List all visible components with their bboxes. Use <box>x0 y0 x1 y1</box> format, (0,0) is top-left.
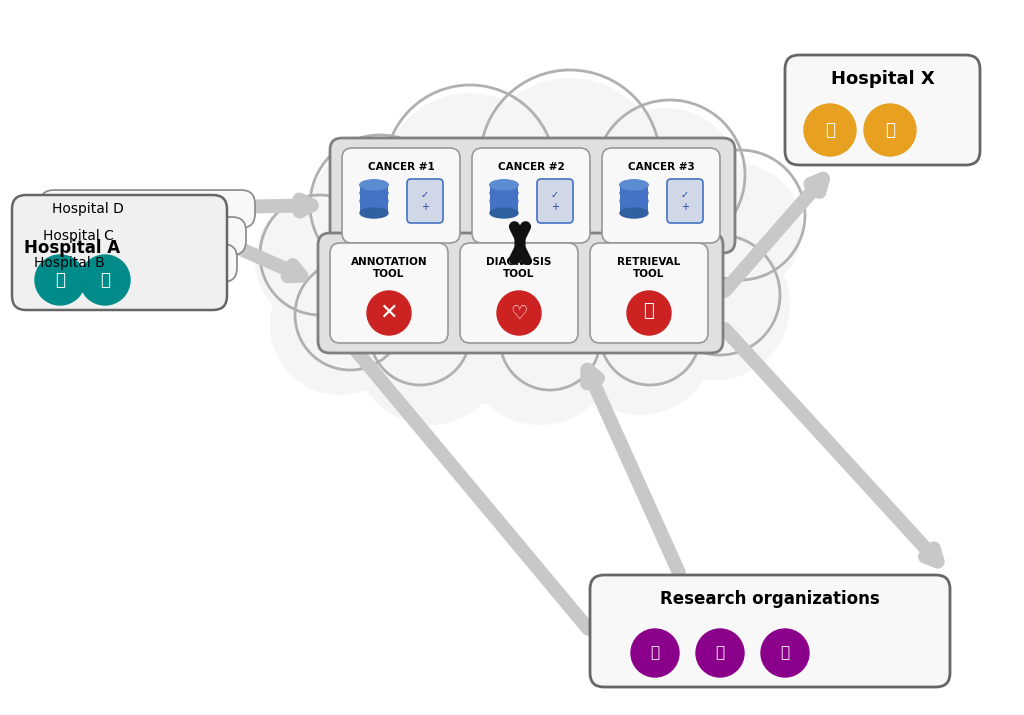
FancyBboxPatch shape <box>785 55 980 165</box>
Text: 🔬: 🔬 <box>650 646 659 661</box>
Circle shape <box>350 155 550 355</box>
Circle shape <box>383 93 557 267</box>
FancyBboxPatch shape <box>22 244 237 282</box>
Text: 🔍: 🔍 <box>644 302 654 320</box>
Circle shape <box>761 629 809 677</box>
Text: CANCER #3: CANCER #3 <box>628 162 694 172</box>
Text: ✓
+: ✓ + <box>421 190 429 212</box>
Circle shape <box>565 265 715 415</box>
Ellipse shape <box>620 188 648 198</box>
FancyBboxPatch shape <box>602 148 720 243</box>
Circle shape <box>255 195 385 325</box>
Text: CANCER #1: CANCER #1 <box>368 162 434 172</box>
Ellipse shape <box>490 180 518 190</box>
Text: ♡: ♡ <box>510 303 527 322</box>
FancyBboxPatch shape <box>360 185 388 213</box>
Text: ✕: ✕ <box>380 303 398 323</box>
Circle shape <box>308 143 452 287</box>
Text: DIAGNOSIS
TOOL: DIAGNOSIS TOOL <box>486 257 552 279</box>
Ellipse shape <box>620 196 648 206</box>
Text: 👥: 👥 <box>716 646 725 661</box>
FancyBboxPatch shape <box>537 179 573 223</box>
Circle shape <box>588 108 742 262</box>
FancyBboxPatch shape <box>460 243 578 343</box>
Text: Hospital C: Hospital C <box>43 229 114 243</box>
Text: ✓
+: ✓ + <box>551 190 559 212</box>
Circle shape <box>668 163 802 297</box>
Circle shape <box>696 629 744 677</box>
Circle shape <box>497 291 541 335</box>
FancyBboxPatch shape <box>318 233 723 353</box>
Circle shape <box>460 165 700 405</box>
Ellipse shape <box>490 196 518 206</box>
Circle shape <box>804 104 856 156</box>
Circle shape <box>550 185 750 385</box>
Circle shape <box>465 275 615 425</box>
Text: Hospital A: Hospital A <box>24 239 120 257</box>
Circle shape <box>270 255 410 395</box>
Text: 🏥: 🏥 <box>55 271 65 289</box>
Ellipse shape <box>490 188 518 198</box>
FancyBboxPatch shape <box>31 217 246 255</box>
Text: Hospital D: Hospital D <box>52 202 124 216</box>
Text: 🏥: 🏥 <box>825 121 835 139</box>
FancyBboxPatch shape <box>590 575 950 687</box>
Ellipse shape <box>360 180 388 190</box>
FancyBboxPatch shape <box>490 185 518 213</box>
Ellipse shape <box>360 208 388 218</box>
FancyBboxPatch shape <box>330 138 735 253</box>
Text: Hospital B: Hospital B <box>34 256 104 270</box>
Ellipse shape <box>360 188 388 198</box>
Text: 🔬: 🔬 <box>885 121 895 139</box>
Circle shape <box>627 291 671 335</box>
Circle shape <box>864 104 916 156</box>
Circle shape <box>478 78 662 262</box>
Ellipse shape <box>360 180 388 190</box>
Circle shape <box>380 165 620 405</box>
Text: CANCER #2: CANCER #2 <box>498 162 564 172</box>
Text: Hospital X: Hospital X <box>830 70 934 88</box>
FancyBboxPatch shape <box>590 243 708 343</box>
FancyBboxPatch shape <box>315 280 745 350</box>
FancyBboxPatch shape <box>472 148 590 243</box>
Circle shape <box>80 255 130 305</box>
FancyBboxPatch shape <box>342 148 460 243</box>
Text: 💻: 💻 <box>780 646 790 661</box>
Circle shape <box>631 629 679 677</box>
Circle shape <box>367 291 411 335</box>
FancyBboxPatch shape <box>667 179 703 223</box>
Ellipse shape <box>490 208 518 218</box>
FancyBboxPatch shape <box>40 190 255 228</box>
FancyBboxPatch shape <box>620 185 648 213</box>
Ellipse shape <box>360 196 388 206</box>
Text: ANNOTATION
TOOL: ANNOTATION TOOL <box>350 257 427 279</box>
Ellipse shape <box>620 180 648 190</box>
Text: Research organizations: Research organizations <box>660 590 880 608</box>
FancyBboxPatch shape <box>12 195 227 310</box>
Circle shape <box>355 275 505 425</box>
Ellipse shape <box>620 208 648 218</box>
Text: RETRIEVAL
TOOL: RETRIEVAL TOOL <box>617 257 681 279</box>
FancyBboxPatch shape <box>330 243 447 343</box>
Ellipse shape <box>620 180 648 190</box>
FancyBboxPatch shape <box>407 179 443 223</box>
Text: ✓
+: ✓ + <box>681 190 689 212</box>
Ellipse shape <box>490 180 518 190</box>
Circle shape <box>35 255 85 305</box>
Circle shape <box>640 230 790 380</box>
Text: 🔬: 🔬 <box>100 271 110 289</box>
